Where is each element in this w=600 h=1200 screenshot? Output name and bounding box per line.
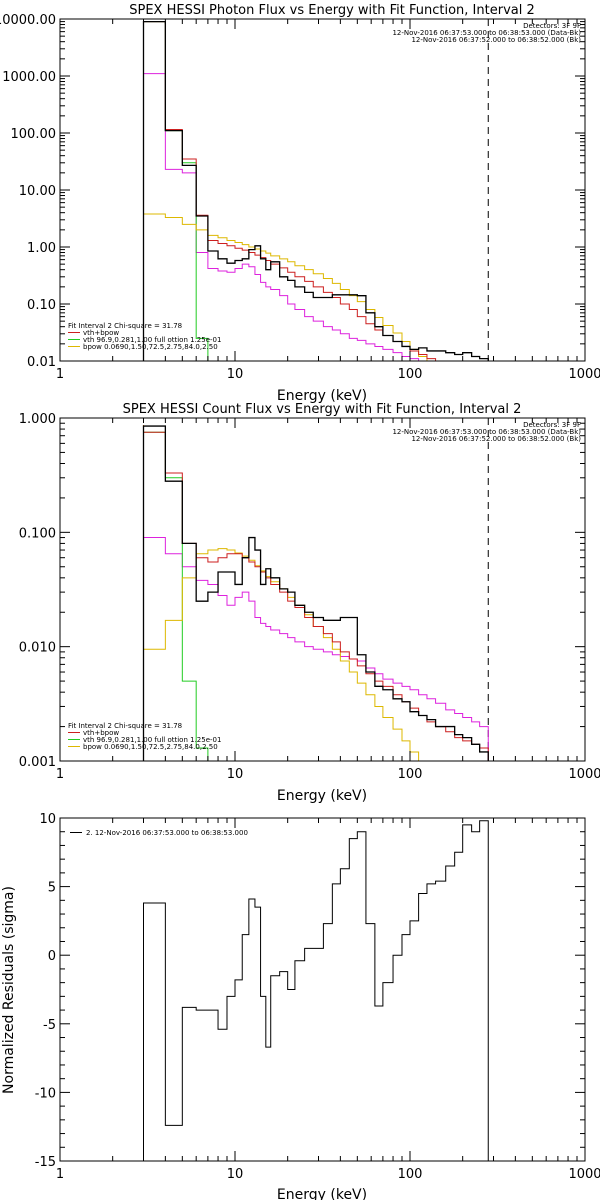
legend-entry: vth 96.9,0.281,1.00 full ottion 1.25e-01 [83, 736, 221, 744]
series-data-bk-0 [142, 20, 489, 361]
photon-flux-panel: SPEX HESSI Photon Flux vs Energy with Fi… [0, 3, 600, 404]
count-flux-xlabel: Energy (keV) [277, 788, 367, 804]
y-tick-label: 10.00 [19, 184, 56, 199]
y-tick-label: 100.00 [11, 127, 57, 142]
y-tick-label: 0.001 [19, 755, 56, 770]
y-tick-label: 5 [48, 881, 56, 896]
x-tick-label: 100 [398, 767, 423, 782]
count-flux-plot-frame [59, 417, 586, 762]
x-tick-label: 100 [398, 1167, 423, 1182]
x-tick-label: 10 [227, 767, 244, 782]
y-tick-label: 0.10 [27, 298, 56, 313]
count-flux-title: SPEX HESSI Count Flux vs Energy with Fit… [123, 402, 522, 417]
info-line: 12-Nov-2016 06:37:53.000 to 06:38:53.000… [392, 428, 581, 436]
series-vth-0 [143, 21, 209, 361]
y-tick-label: -5 [43, 1018, 56, 1033]
legend-entry: vth 96.9,0.281,1.00 full ottion 1.25e-01 [83, 336, 221, 344]
info-line: 12-Nov-2016 06:37:52.000 to 06:38:52.000… [411, 36, 581, 44]
series-vth-bpow-1 [143, 431, 489, 761]
info-line: 12-Nov-2016 06:37:52.000 to 06:38:52.000… [411, 435, 581, 443]
y-tick-label: 0.010 [19, 641, 56, 656]
x-tick-label: 1 [56, 1167, 64, 1182]
x-tick-label: 1 [56, 367, 64, 382]
info-line: Detectors: 3F 9F [523, 22, 581, 30]
y-tick-label: 0 [48, 949, 56, 964]
series-2-12-nov-2016-06-37-53-000-to-06-38-53-000-2 [143, 820, 489, 1161]
residuals-plot-frame [59, 817, 586, 1162]
count-flux-panel: SPEX HESSI Count Flux vs Energy with Fit… [19, 402, 600, 804]
legend-entry: vth+bpow [83, 329, 119, 337]
y-tick-label: 0.01 [27, 355, 56, 370]
x-tick-label: 1000 [568, 367, 600, 382]
y-tick-label: -15 [35, 1155, 56, 1170]
photon-flux-title: SPEX HESSI Photon Flux vs Energy with Fi… [129, 3, 535, 18]
legend-entry: bpow 0.0690,1.50,72.5,2.75,84.0,2.50 [83, 743, 218, 751]
series-data-bk-1 [142, 425, 489, 761]
series-bpow-1 [143, 548, 428, 761]
series-bk-0 [143, 73, 428, 361]
legend-entry: vth+bpow [83, 729, 119, 737]
photon-flux-xlabel: Energy (keV) [277, 388, 367, 404]
legend-entry: 2. 12-Nov-2016 06:37:53.000 to 06:38:53.… [86, 829, 248, 837]
legend-header: Fit Interval 2 Chi-square = 31.78 [68, 322, 182, 330]
y-tick-label: 10000.00 [0, 13, 56, 28]
series-bpow-0 [143, 213, 428, 361]
info-line: 12-Nov-2016 06:37:53.000 to 06:38:53.000… [392, 29, 581, 37]
series-bk-1 [143, 537, 489, 761]
series-vth-1 [143, 431, 209, 761]
x-tick-label: 10 [227, 1167, 244, 1182]
y-tick-label: 1000.00 [2, 70, 56, 85]
residuals-ylabel: Normalized Residuals (sigma) [1, 886, 17, 1094]
y-tick-label: 0.100 [19, 526, 56, 541]
x-tick-label: 10 [227, 367, 244, 382]
x-tick-label: 1 [56, 767, 64, 782]
y-tick-label: -10 [35, 1086, 56, 1101]
x-tick-label: 100 [398, 367, 423, 382]
info-line: Detectors: 3F 9F [523, 421, 581, 429]
y-tick-label: 1.000 [19, 412, 56, 427]
x-tick-label: 1000 [568, 1167, 600, 1182]
photon-flux-plot-frame [59, 18, 586, 362]
legend-entry: bpow 0.0690,1.50,72.5,2.75,84.0,2.50 [83, 343, 218, 351]
y-tick-label: 10 [39, 812, 56, 827]
x-tick-label: 1000 [568, 767, 600, 782]
legend-header: Fit Interval 2 Chi-square = 31.78 [68, 722, 182, 730]
series-vth-bpow-0 [143, 21, 447, 361]
residuals-xlabel: Energy (keV) [277, 1187, 367, 1200]
residuals-panel: 1 10 100 1000 10 5 0 -5 -10 -15 Energy (keV) Norm… [1, 812, 600, 1200]
y-tick-label: 1.00 [27, 241, 56, 256]
